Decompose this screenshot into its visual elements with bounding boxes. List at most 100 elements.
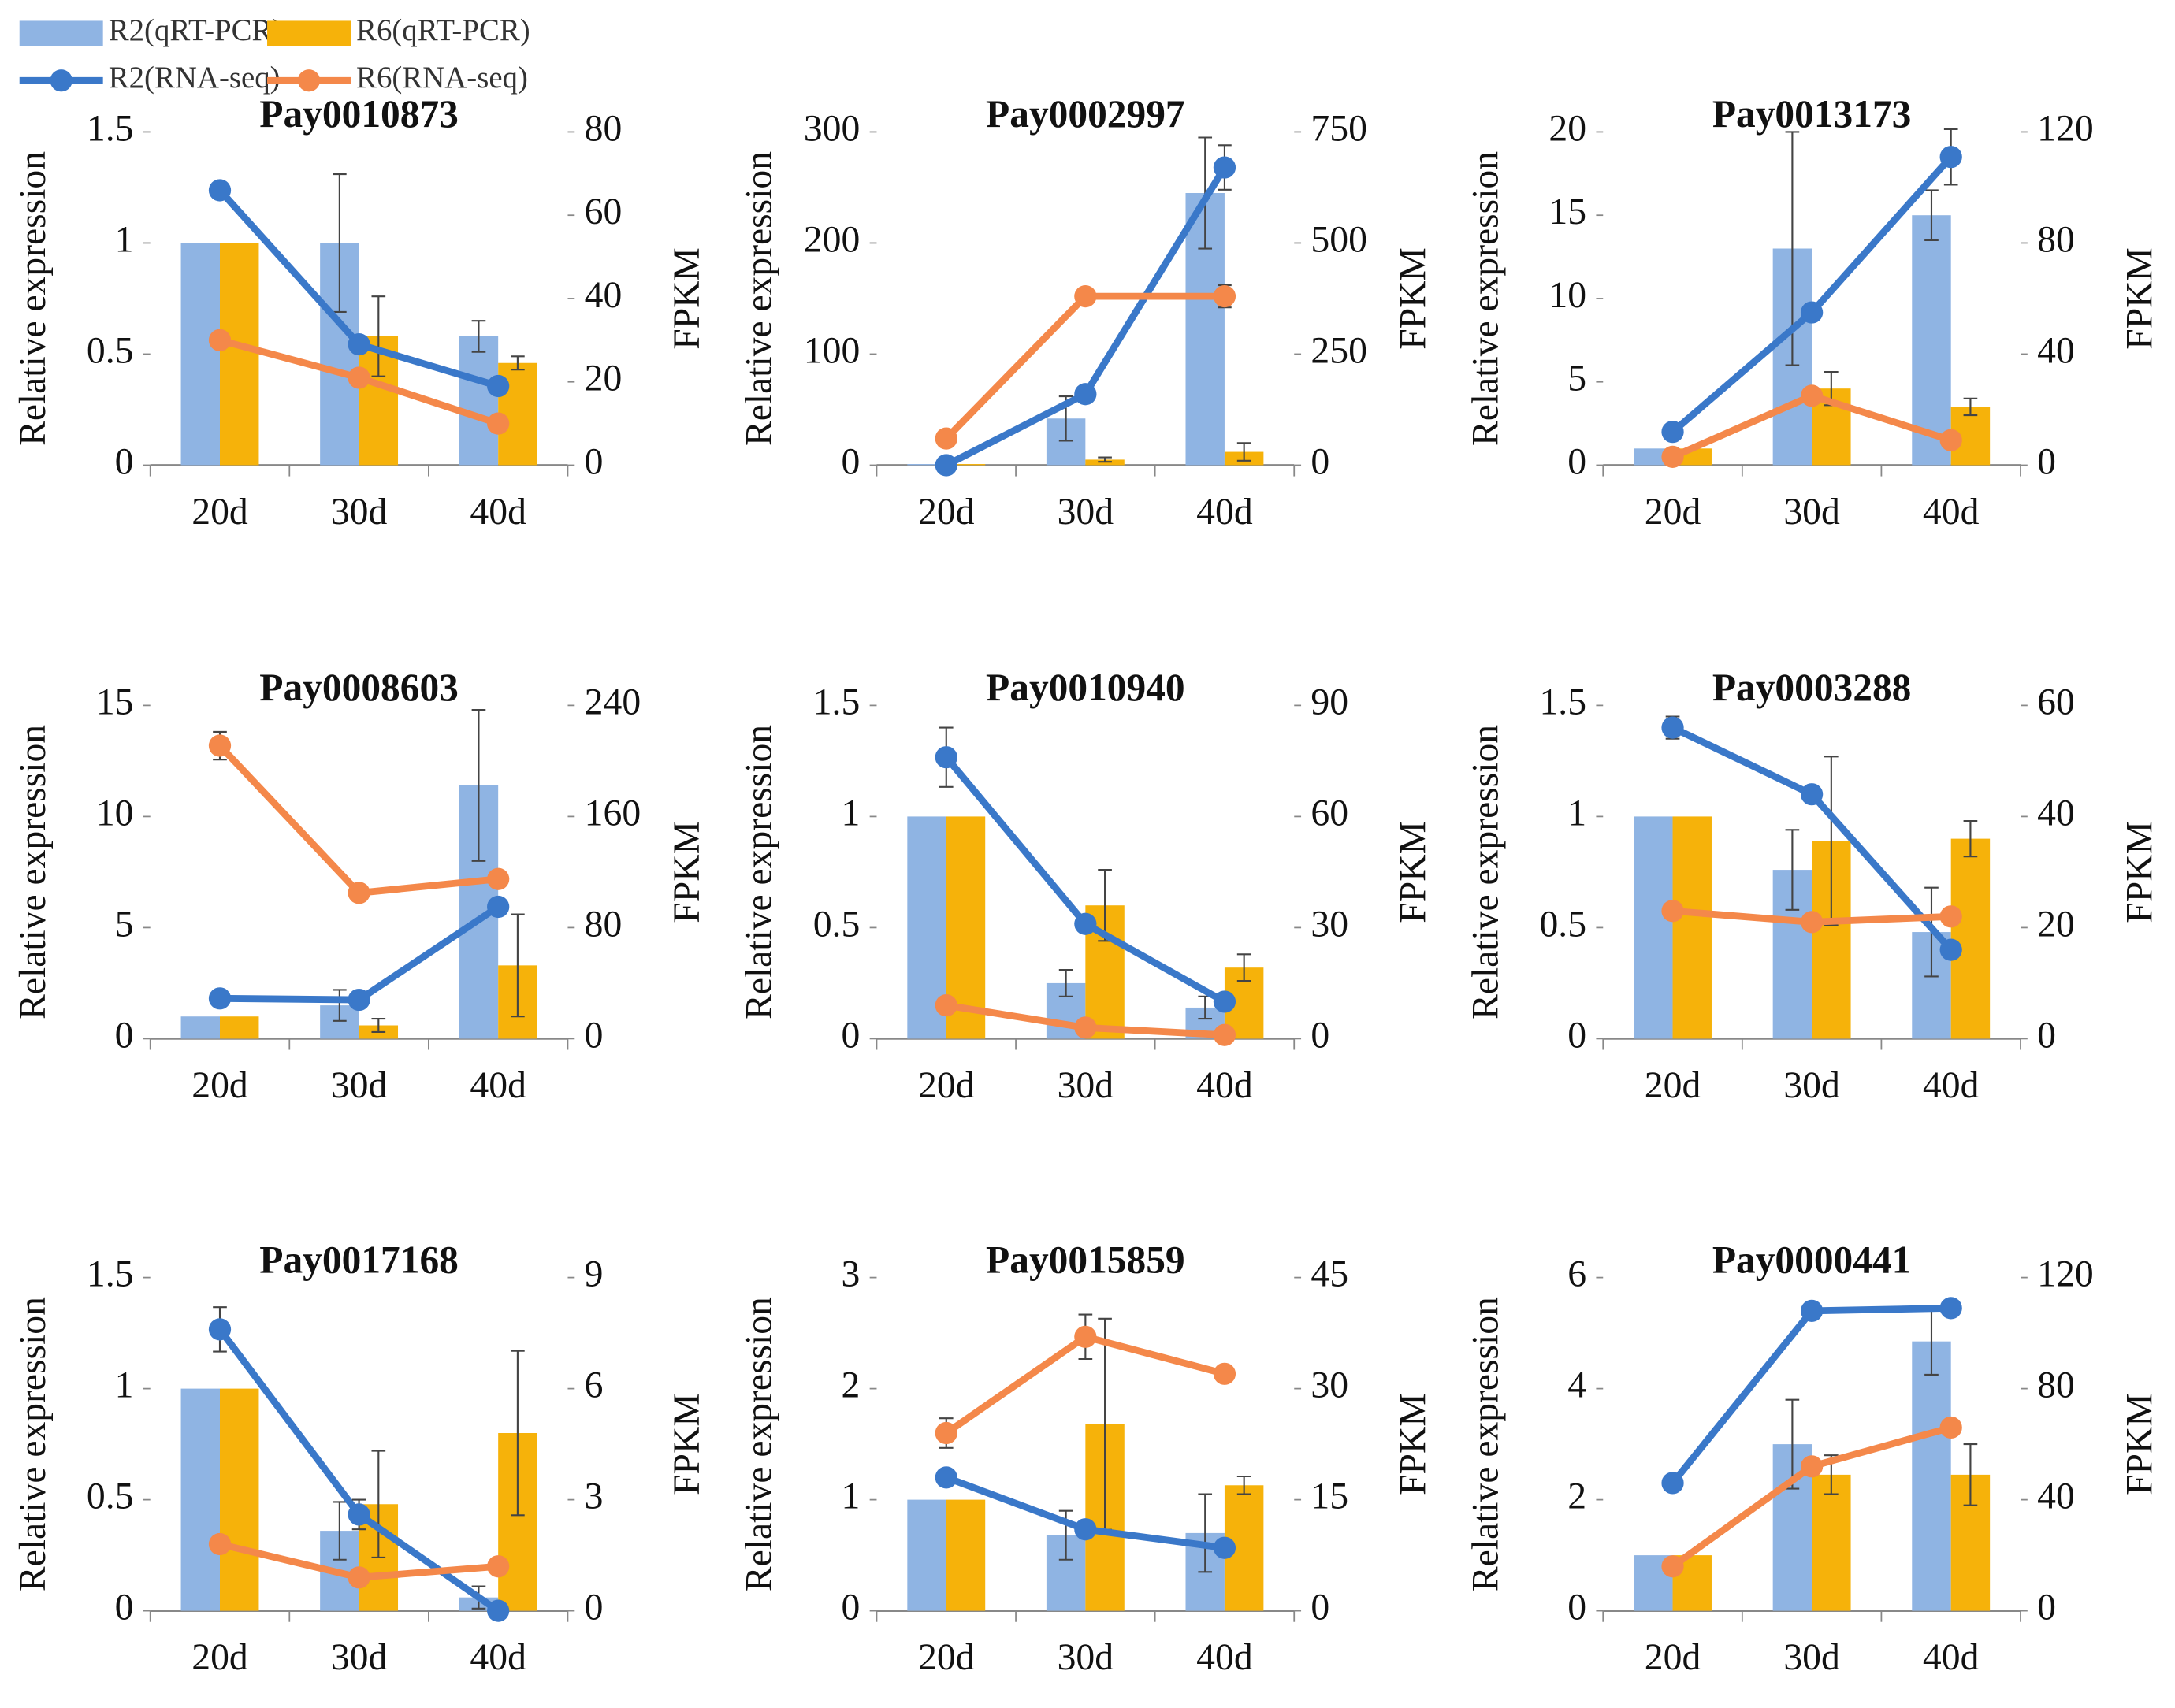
- y2-tick-label: 120: [2037, 108, 2094, 149]
- y-tick-label: 2: [841, 1365, 860, 1406]
- bar: [220, 1016, 259, 1039]
- chart-title: Pay0013173: [1712, 92, 1912, 136]
- x-tick-label: 20d: [191, 492, 248, 533]
- y-axis-label: Relative expression: [13, 151, 54, 446]
- y-tick-label: 1.5: [87, 1254, 134, 1295]
- x-tick-label: 40d: [1196, 1637, 1253, 1678]
- y2-tick-label: 0: [585, 1587, 604, 1628]
- line-marker: [935, 1421, 957, 1445]
- error-bar: [1058, 968, 1073, 997]
- x-tick-label: 20d: [1645, 492, 1701, 533]
- y-tick-label: 5: [115, 904, 134, 945]
- y-tick-label: 300: [804, 108, 861, 149]
- y-tick-label: 1.5: [87, 108, 134, 149]
- line-marker: [1074, 1325, 1097, 1348]
- y-tick-label: 15: [96, 681, 134, 722]
- line-marker: [487, 1599, 510, 1622]
- error-bar: [471, 320, 486, 353]
- line-marker: [348, 1566, 370, 1589]
- chart-title: Pay0017168: [259, 1238, 459, 1281]
- line-marker: [1939, 429, 1962, 451]
- line-marker: [1661, 1555, 1684, 1578]
- line-marker: [1074, 383, 1097, 406]
- line-marker: [935, 994, 957, 1017]
- bar: [1950, 838, 1991, 1039]
- line: [217, 743, 499, 897]
- legend-swatch: [19, 20, 103, 46]
- y-tick-label: 20: [1549, 108, 1586, 149]
- y-tick-label: 0: [1567, 441, 1586, 482]
- y2-tick-label: 30: [1311, 1365, 1348, 1406]
- line-marker: [1800, 911, 1824, 934]
- x-tick-label: 20d: [918, 1637, 975, 1678]
- bar: [907, 1499, 946, 1611]
- bar: [459, 336, 499, 466]
- y2-tick-label: 120: [2037, 1254, 2094, 1295]
- line-marker: [487, 867, 510, 890]
- chart-title: Pay0008603: [259, 666, 459, 709]
- y2-tick-label: 0: [1311, 1587, 1329, 1628]
- error-bar: [511, 913, 525, 1018]
- y2-tick-label: 40: [2037, 793, 2075, 834]
- y-tick-label: 100: [804, 330, 861, 371]
- y-tick-label: 5: [1567, 358, 1586, 399]
- chart-panel: Pay0003288 Relative expression FPKM 0 0.5 1 1.…: [1465, 666, 2160, 1106]
- bar: [180, 1016, 221, 1039]
- chart-title: Pay0015859: [986, 1238, 1185, 1281]
- chart-title: Pay0000441: [1712, 1238, 1912, 1281]
- y2-tick-label: 20: [2037, 904, 2075, 945]
- line-marker: [1074, 1016, 1097, 1039]
- legend-label: R2(RNA-seq): [109, 61, 281, 95]
- y2-tick-label: 0: [1311, 441, 1329, 482]
- line-marker: [487, 1555, 510, 1578]
- line-marker: [1661, 421, 1684, 444]
- y2-tick-label: 20: [585, 358, 623, 399]
- bar: [180, 243, 221, 466]
- y-tick-label: 4: [1567, 1365, 1586, 1406]
- y2-axis-label: FPKM: [1393, 247, 1434, 350]
- y2-tick-label: 30: [1311, 904, 1348, 945]
- line-marker: [208, 179, 232, 202]
- y2-tick-label: 90: [1311, 681, 1348, 722]
- y-axis-label: Relative expression: [739, 1297, 780, 1591]
- error-bar: [1824, 756, 1839, 926]
- y2-axis-label: FPKM: [2119, 821, 2160, 923]
- y2-tick-label: 500: [1311, 219, 1367, 260]
- y2-tick-label: 0: [585, 441, 604, 482]
- error-bar: [511, 1350, 525, 1517]
- y-tick-label: 1: [841, 1476, 860, 1517]
- legend-label: R2(qRT-PCR): [109, 13, 283, 47]
- bar: [220, 1388, 259, 1611]
- legend-label: R6(qRT-PCR): [356, 13, 530, 47]
- x-tick-label: 20d: [918, 1065, 975, 1106]
- line-marker: [935, 1466, 957, 1489]
- y2-tick-label: 15: [1311, 1476, 1348, 1517]
- y-tick-label: 1: [115, 1365, 134, 1406]
- error-bar: [471, 708, 486, 862]
- y2-axis-label: FPKM: [1393, 821, 1434, 923]
- y2-axis-label: FPKM: [667, 247, 708, 350]
- bar: [1812, 1474, 1851, 1611]
- line-marker: [1800, 384, 1824, 407]
- bar: [946, 464, 986, 466]
- x-tick-label: 30d: [331, 1637, 388, 1678]
- y-tick-label: 10: [96, 793, 134, 834]
- y2-axis-label: FPKM: [2119, 1393, 2160, 1495]
- y-tick-label: 200: [804, 219, 861, 260]
- bar: [180, 1388, 221, 1611]
- line-marker: [348, 366, 370, 389]
- bar: [907, 464, 946, 466]
- y-axis-label: Relative expression: [739, 725, 780, 1019]
- legend: R2(qRT-PCR) R6(qRT-PCR) R2(RNA-seq) R6(RNA-…: [19, 13, 530, 95]
- x-tick-label: 40d: [470, 1065, 526, 1106]
- y2-axis-label: FPKM: [2119, 247, 2160, 350]
- line-marker: [487, 374, 510, 398]
- y-tick-label: 1: [1567, 793, 1586, 834]
- chart-title: Pay0002997: [986, 92, 1185, 136]
- y-tick-label: 0: [115, 1015, 134, 1056]
- line-marker: [348, 1503, 370, 1526]
- y2-axis-label: FPKM: [667, 821, 708, 923]
- error-bar: [1963, 1443, 1978, 1506]
- x-tick-label: 40d: [1923, 492, 1980, 533]
- y2-tick-label: 250: [1311, 330, 1367, 371]
